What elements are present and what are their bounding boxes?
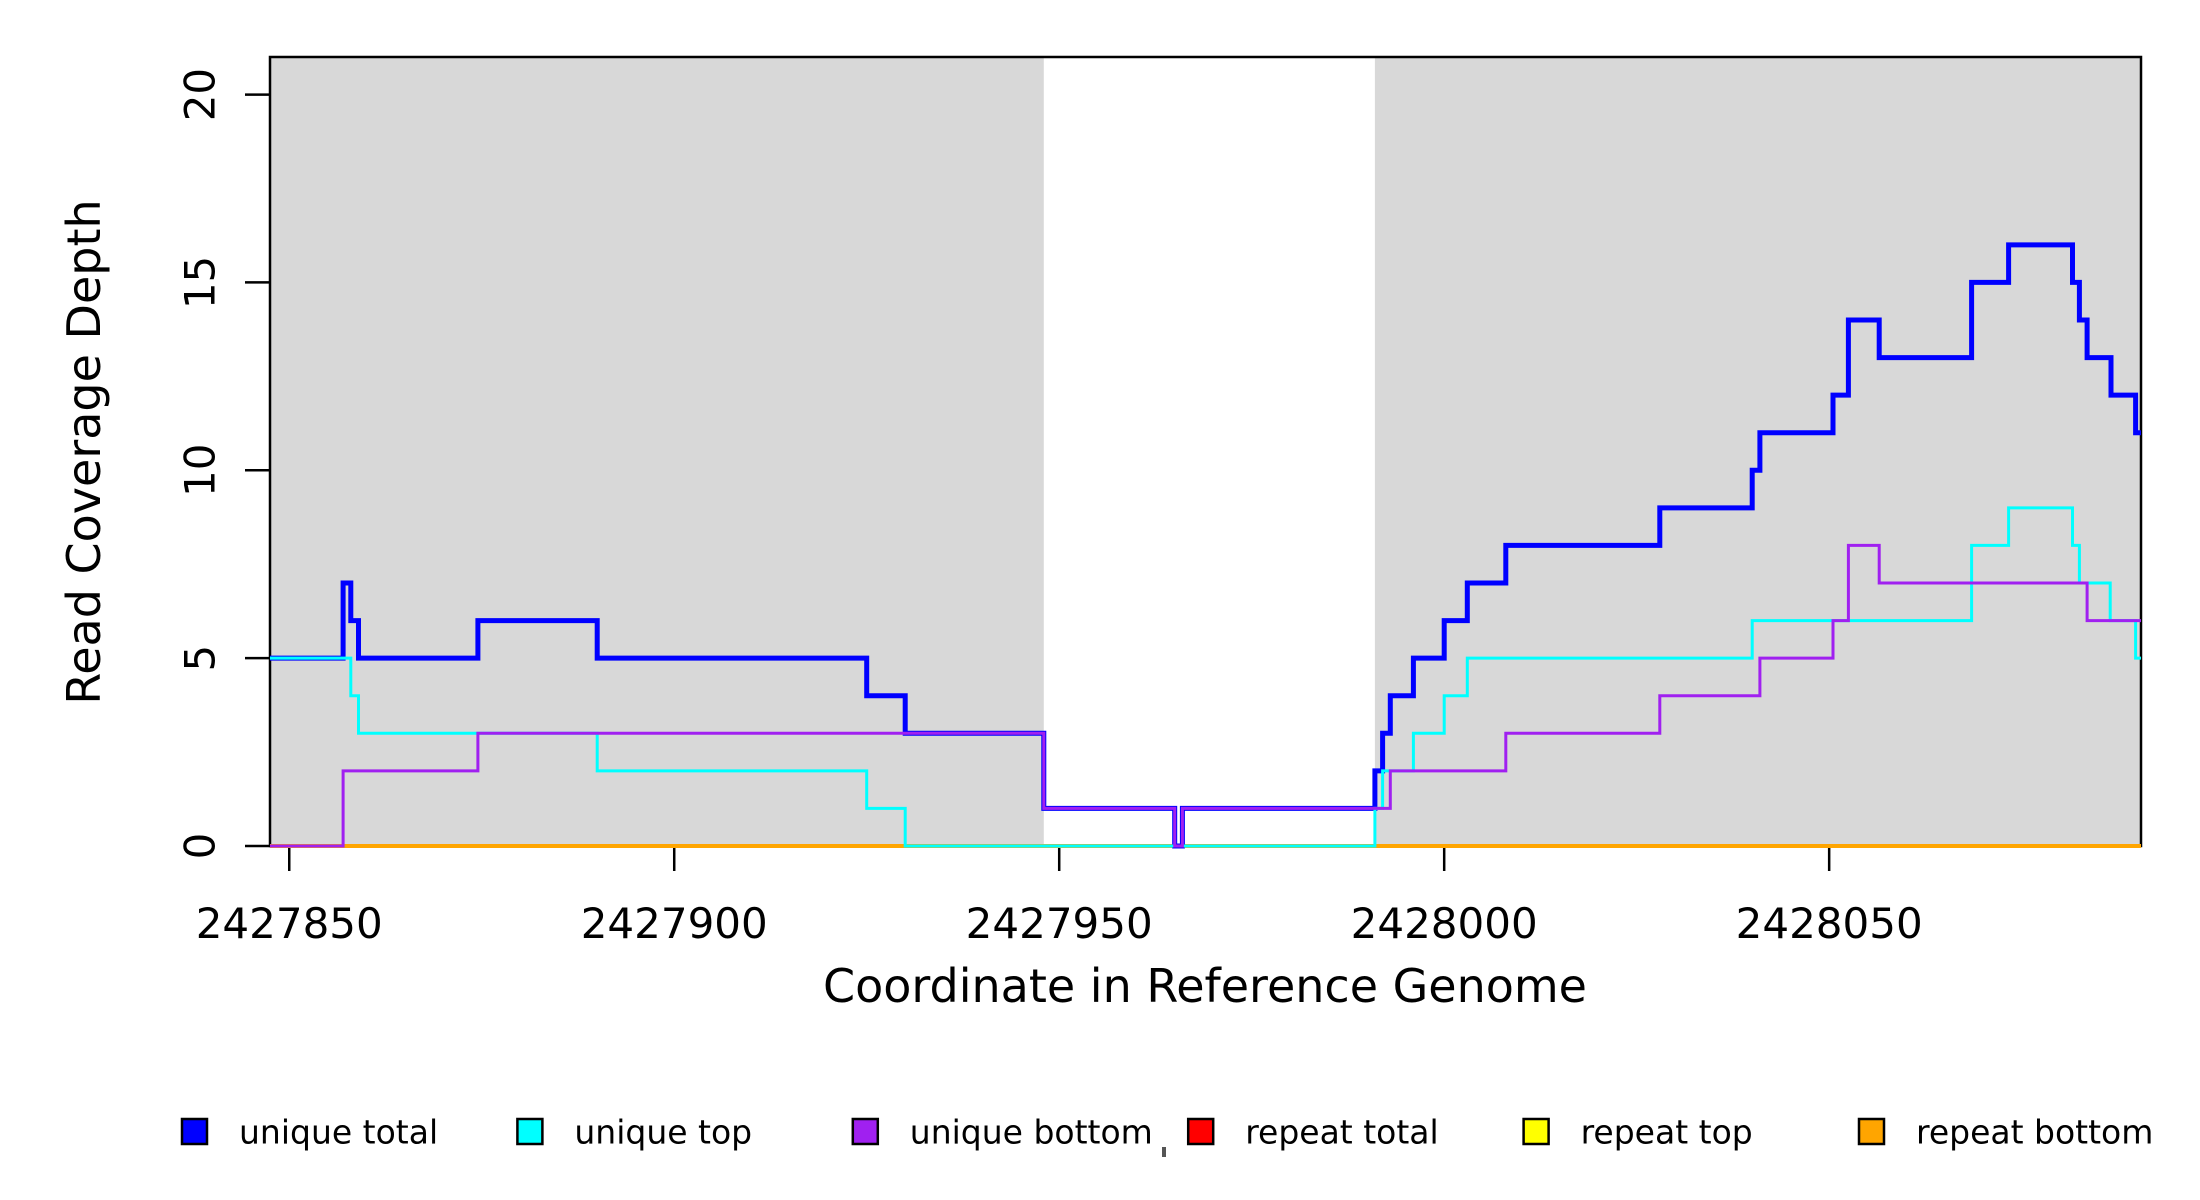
shaded-regions — [270, 57, 2141, 846]
legend-swatch — [1522, 1117, 1550, 1146]
y-tick-label: 10 — [176, 444, 225, 497]
legend-label: repeat total — [1245, 1113, 1439, 1152]
series-unique-bottom — [270, 543, 2141, 848]
legend-item-repeat-top: repeat top — [1522, 1113, 1753, 1152]
legend-label: repeat top — [1581, 1113, 1753, 1152]
left-gray-band — [270, 57, 1044, 846]
y-axis-title: Read Coverage Depth — [57, 199, 111, 704]
legend-swatch — [1186, 1117, 1215, 1146]
x-tick-label: 2428050 — [1736, 899, 1923, 948]
legend-item-unique-bottom: unique bottom — [851, 1113, 1153, 1152]
legend-item-unique-total: unique total — [180, 1113, 438, 1152]
legend-label: repeat bottom — [1916, 1113, 2153, 1152]
y-tick-label: 20 — [176, 68, 225, 121]
x-tick-label: 2428000 — [1351, 899, 1538, 948]
series-unique-total — [270, 242, 2141, 849]
legend-item-repeat-bottom: repeat bottom — [1857, 1113, 2153, 1152]
x-axis-title: Coordinate in Reference Genome — [823, 959, 1587, 1013]
legend-item-unique-top: unique top — [516, 1113, 752, 1152]
stray-mark — [1162, 1147, 1166, 1157]
x-tick-label: 2427900 — [581, 899, 768, 948]
y-tick-label: 15 — [176, 256, 225, 309]
x-tick-label: 2427950 — [966, 899, 1153, 948]
y-tick-label: 0 — [176, 833, 225, 860]
axis-ticks: 2427850 2427900 2427950 2428000 2428050 0 5 10 1… — [176, 68, 1923, 948]
legend-swatch — [1857, 1117, 1886, 1146]
x-tick-label: 2427850 — [196, 899, 383, 948]
series-lines — [270, 242, 2141, 849]
legend-swatch — [516, 1117, 544, 1146]
legend-item-repeat-total: repeat total — [1186, 1113, 1439, 1152]
y-tick-label: 5 — [176, 645, 225, 672]
legend-label: unique total — [239, 1113, 438, 1152]
legend-swatch — [851, 1117, 880, 1146]
legend-swatch — [180, 1117, 209, 1146]
series-unique-top — [270, 506, 2141, 848]
legend-label: unique top — [574, 1113, 752, 1152]
legend: unique total unique top unique bottom repea… — [180, 1113, 2153, 1152]
legend-label: unique bottom — [910, 1113, 1153, 1152]
